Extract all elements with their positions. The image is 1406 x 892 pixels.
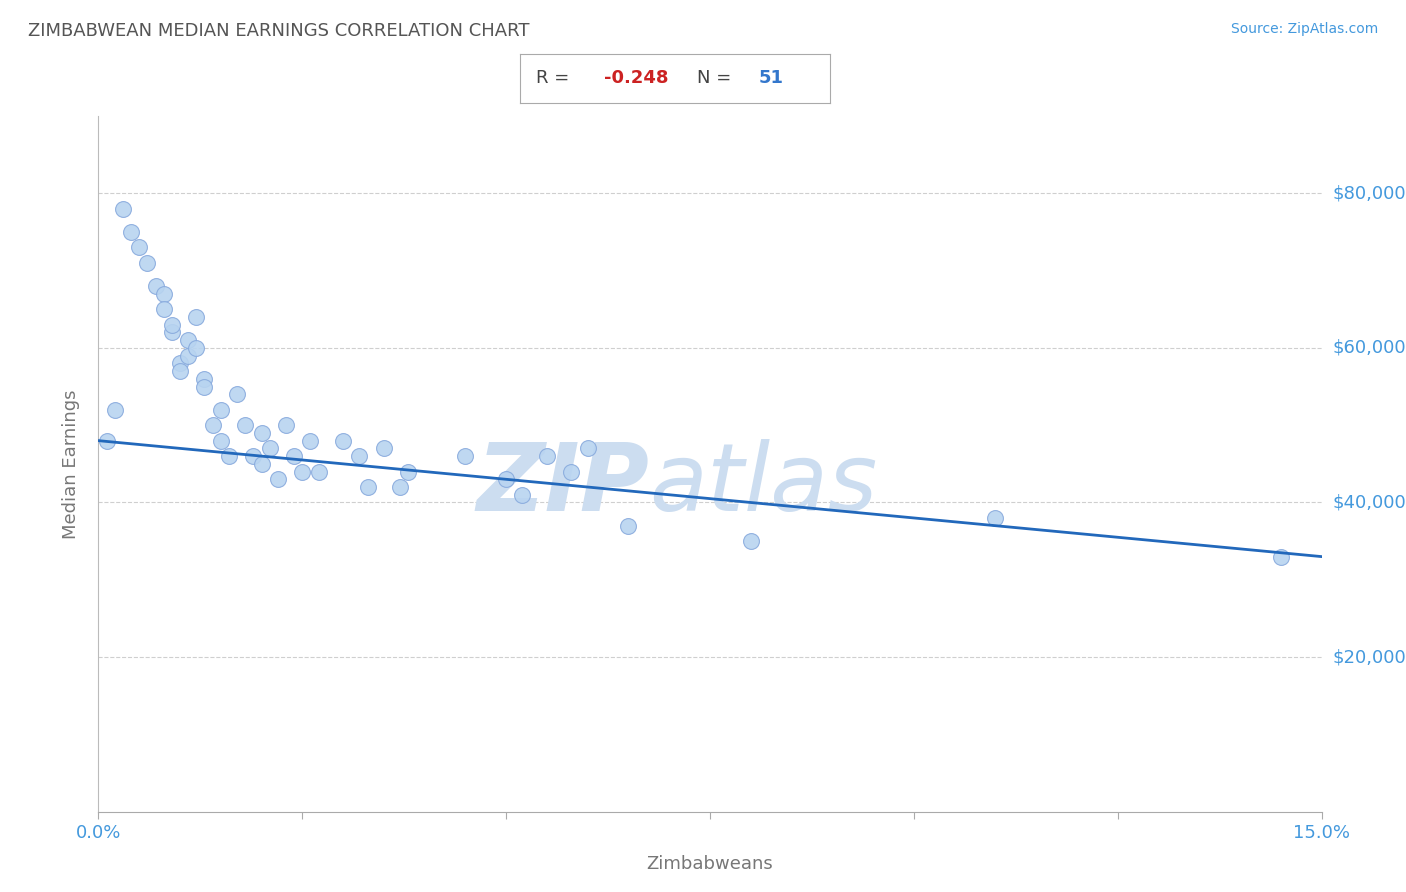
Point — [186, 341, 208, 355]
Point — [536, 449, 558, 463]
Point — [389, 480, 412, 494]
Point — [152, 286, 174, 301]
Point — [283, 449, 305, 463]
Point — [209, 402, 232, 417]
Point — [136, 256, 159, 270]
Point — [512, 488, 534, 502]
Point — [495, 472, 517, 486]
Point — [299, 434, 322, 448]
Text: $20,000: $20,000 — [1333, 648, 1406, 666]
Y-axis label: Median Earnings: Median Earnings — [62, 389, 80, 539]
Point — [152, 302, 174, 317]
X-axis label: Zimbabweans: Zimbabweans — [647, 855, 773, 873]
Point — [201, 418, 224, 433]
Point — [209, 434, 232, 448]
Point — [111, 202, 134, 216]
Point — [193, 379, 215, 393]
Text: $80,000: $80,000 — [1333, 185, 1406, 202]
Point — [259, 442, 281, 456]
Point — [274, 418, 297, 433]
Point — [308, 465, 330, 479]
Point — [160, 318, 183, 332]
Point — [169, 356, 191, 370]
Point — [218, 449, 240, 463]
Point — [332, 434, 354, 448]
Point — [233, 418, 256, 433]
Text: ZIMBABWEAN MEDIAN EARNINGS CORRELATION CHART: ZIMBABWEAN MEDIAN EARNINGS CORRELATION C… — [28, 22, 530, 40]
Point — [186, 310, 208, 324]
Point — [128, 240, 150, 254]
Point — [242, 449, 264, 463]
Point — [226, 387, 249, 401]
Point — [169, 364, 191, 378]
Text: -0.248: -0.248 — [603, 69, 668, 87]
Text: N =: N = — [696, 69, 737, 87]
Point — [291, 465, 314, 479]
Point — [177, 333, 200, 347]
Text: ZIP: ZIP — [477, 439, 648, 531]
Point — [250, 425, 273, 440]
Point — [96, 434, 118, 448]
Point — [356, 480, 378, 494]
Point — [373, 442, 395, 456]
Point — [145, 279, 167, 293]
Point — [104, 402, 127, 417]
Point — [177, 349, 200, 363]
Text: 51: 51 — [758, 69, 783, 87]
Point — [617, 518, 640, 533]
Point — [120, 225, 142, 239]
Text: R =: R = — [536, 69, 575, 87]
Point — [1270, 549, 1292, 564]
Text: $60,000: $60,000 — [1333, 339, 1406, 357]
Point — [267, 472, 290, 486]
Text: $40,000: $40,000 — [1333, 493, 1406, 511]
Point — [349, 449, 371, 463]
Point — [560, 465, 582, 479]
Point — [160, 326, 183, 340]
Point — [576, 442, 599, 456]
Text: atlas: atlas — [648, 439, 877, 530]
Point — [193, 372, 215, 386]
Point — [454, 449, 477, 463]
Point — [740, 534, 762, 549]
Point — [984, 511, 1007, 525]
Point — [250, 457, 273, 471]
Point — [396, 465, 419, 479]
Text: Source: ZipAtlas.com: Source: ZipAtlas.com — [1230, 22, 1378, 37]
